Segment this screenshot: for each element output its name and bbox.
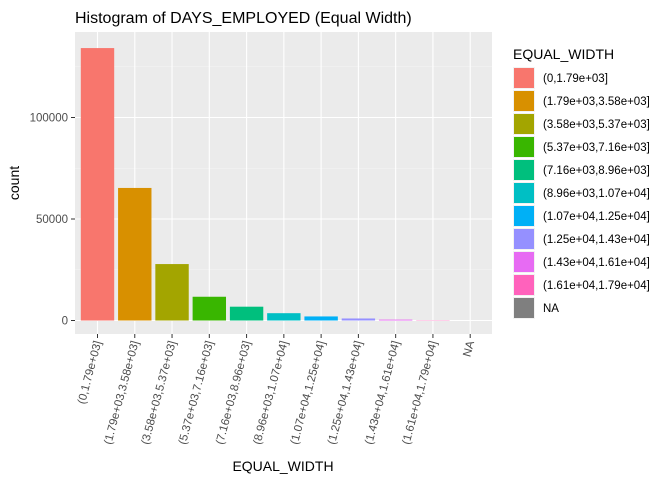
x-tick-label: (1.43e+04,1.61e+04]: [363, 340, 402, 446]
legend-title: EQUAL_WIDTH: [513, 46, 614, 62]
bar: [81, 48, 114, 320]
legend-swatch: [514, 206, 534, 226]
bar: [342, 318, 375, 320]
legend-swatch: [514, 68, 534, 88]
legend-label: (0,1.79e+03]: [543, 73, 608, 85]
x-tick-label: NA: [461, 339, 477, 358]
legend-label: (1.61e+04,1.79e+04]: [543, 280, 650, 292]
bar: [118, 188, 151, 321]
x-tick-label: (1.61e+04,1.79e+04]: [401, 340, 440, 446]
x-tick-label: (8.96e+03,1.07e+04]: [252, 340, 291, 446]
bar: [304, 316, 337, 320]
x-axis-title: EQUAL_WIDTH: [232, 458, 333, 474]
legend-swatch: [514, 137, 534, 157]
y-tick-label: 0: [62, 316, 68, 328]
bar: [379, 320, 412, 321]
x-tick-label: (3.58e+03,5.37e+03]: [140, 340, 179, 446]
legend-label: (5.37e+03,7.16e+03]: [543, 142, 650, 154]
legend-swatch: [514, 91, 534, 111]
legend: EQUAL_WIDTH (0,1.79e+03] (1.79e+03,3.58e+…: [513, 46, 650, 319]
y-axis: 0 50000 100000: [30, 113, 75, 328]
x-tick-label: (7.16e+03,8.96e+03]: [214, 340, 253, 446]
legend-swatch: [514, 298, 534, 318]
legend-label: (1.43e+04,1.61e+04]: [543, 257, 650, 269]
legend-swatch: [514, 229, 534, 249]
x-tick-label: (0,1.79e+03]: [76, 340, 104, 406]
y-tick-label: 100000: [30, 113, 68, 125]
legend-label: (1.79e+03,3.58e+03]: [543, 96, 650, 108]
x-tick-label: (5.37e+03,7.16e+03]: [177, 340, 216, 446]
bar: [155, 264, 188, 320]
bar: [230, 307, 263, 321]
bar: [193, 297, 226, 321]
legend-label: (8.96e+03,1.07e+04]: [543, 188, 650, 200]
legend-swatch: [514, 183, 534, 203]
legend-swatch: [514, 114, 534, 134]
x-axis: (0,1.79e+03](1.79e+03,3.58e+03](3.58e+03…: [76, 334, 477, 446]
x-tick-label: (1.07e+04,1.25e+04]: [289, 340, 328, 446]
legend-label: (1.25e+04,1.43e+04]: [543, 234, 650, 246]
x-tick-label: (1.79e+03,3.58e+03]: [102, 340, 141, 446]
legend-label: NA: [543, 303, 559, 315]
legend-label: (3.58e+03,5.37e+03]: [543, 119, 650, 131]
chart-title: Histogram of DAYS_EMPLOYED (Equal Width): [75, 10, 412, 27]
legend-swatch: [514, 252, 534, 272]
legend-label: (7.16e+03,8.96e+03]: [543, 165, 650, 177]
legend-swatch: [514, 275, 534, 295]
x-tick-label: (1.25e+04,1.43e+04]: [326, 340, 365, 446]
bar: [267, 313, 300, 320]
y-axis-title: count: [6, 166, 22, 200]
legend-label: (1.07e+04,1.25e+04]: [543, 211, 650, 223]
legend-swatch: [514, 160, 534, 180]
y-tick-label: 50000: [36, 214, 68, 226]
